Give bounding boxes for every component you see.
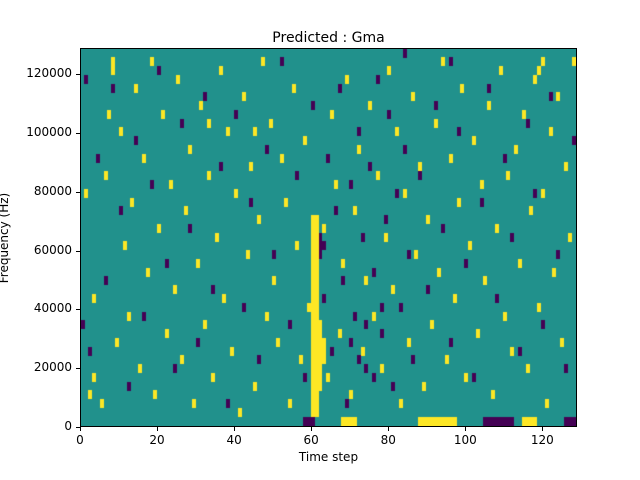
x-axis-label: Time step (298, 450, 359, 464)
plot-area (80, 48, 577, 427)
x-tick-label: 120 (530, 433, 554, 447)
y-tick-mark (76, 191, 80, 193)
y-tick-mark (76, 309, 80, 311)
y-tick-label: 100000 (26, 125, 72, 140)
y-tick-label: 20000 (33, 360, 72, 375)
y-tick-mark (76, 368, 80, 370)
x-tick-label: 80 (380, 433, 396, 447)
heatmap-canvas (81, 49, 576, 426)
x-tick-mark (542, 427, 544, 431)
y-tick-mark (76, 250, 80, 252)
y-tick-label: 60000 (33, 242, 72, 257)
y-tick-mark (76, 133, 80, 135)
y-tick-label: 40000 (33, 301, 72, 316)
x-tick-label: 60 (303, 433, 319, 447)
y-tick-mark (76, 74, 80, 76)
x-tick-mark (234, 427, 236, 431)
y-tick-label: 120000 (26, 66, 72, 81)
x-tick-mark (80, 427, 81, 431)
plot-title: Predicted : Gma (272, 30, 385, 46)
x-tick-label: 0 (76, 433, 84, 447)
y-tick-mark (76, 427, 80, 428)
x-tick-mark (157, 427, 159, 431)
x-tick-mark (388, 427, 390, 431)
x-tick-label: 100 (453, 433, 477, 447)
x-tick-mark (311, 427, 313, 431)
y-tick-label: 80000 (33, 183, 72, 198)
x-tick-mark (465, 427, 467, 431)
x-tick-label: 40 (226, 433, 242, 447)
y-tick-label: 0 (64, 419, 72, 433)
x-tick-label: 20 (149, 433, 165, 447)
